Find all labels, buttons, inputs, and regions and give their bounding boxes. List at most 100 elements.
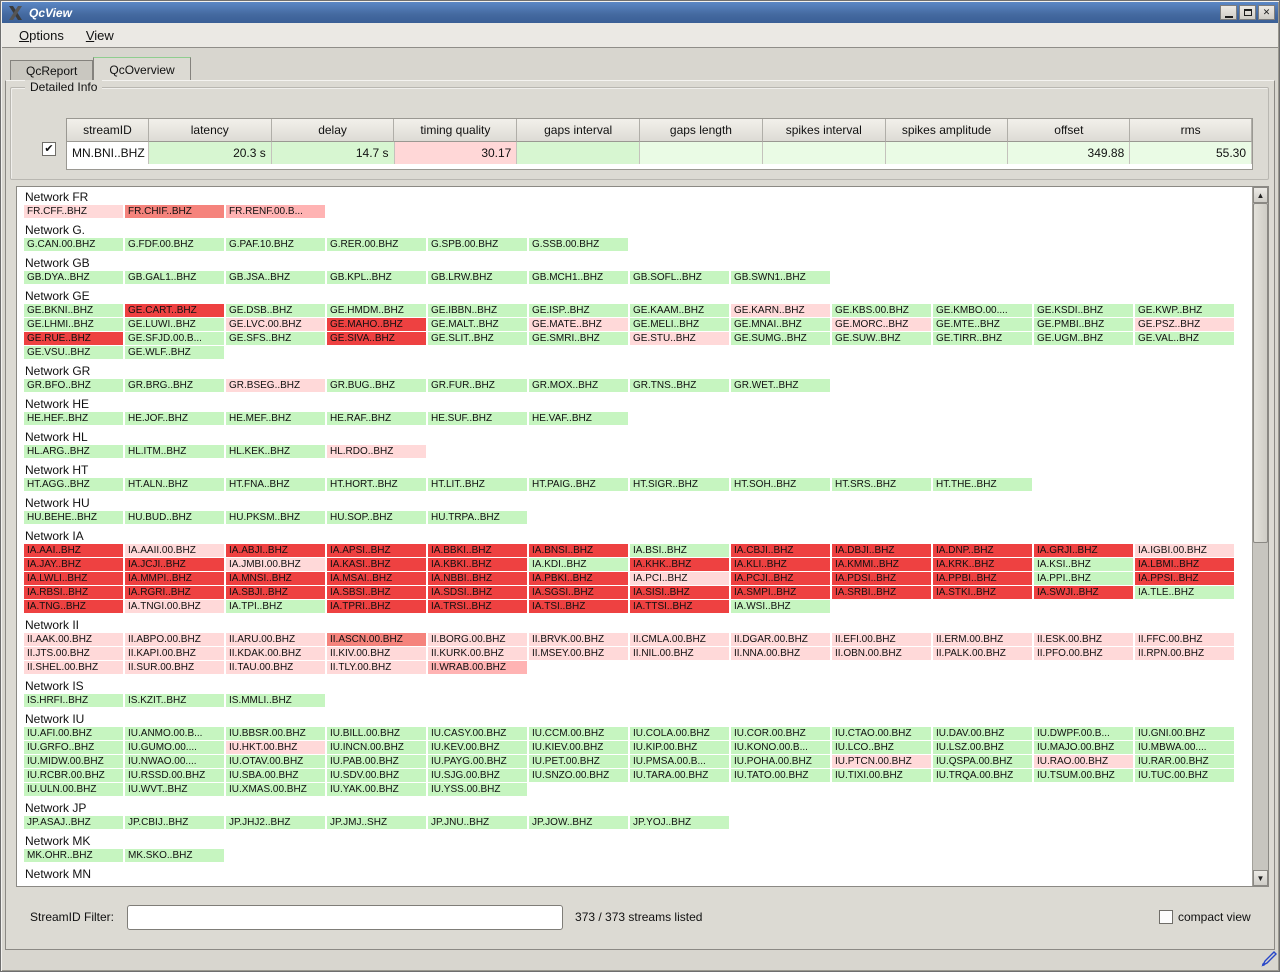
stream-cell[interactable]: IS.KZIT..BHZ <box>125 694 224 707</box>
stream-cell[interactable]: HE.RAF..BHZ <box>327 412 426 425</box>
stream-cell[interactable]: G.CAN.00.BHZ <box>24 238 123 251</box>
stream-cell[interactable]: IU.QSPA.00.BHZ <box>933 755 1032 768</box>
stream-cell[interactable]: GE.CART..BHZ <box>125 304 224 317</box>
stream-cell[interactable]: IA.TTSI..BHZ <box>630 600 729 613</box>
stream-cell[interactable]: IA.MMPI..BHZ <box>125 572 224 585</box>
stream-cell[interactable]: IA.KDI..BHZ <box>529 558 628 571</box>
column-header[interactable]: gaps interval <box>517 119 641 142</box>
close-button[interactable]: ✕ <box>1258 5 1275 20</box>
stream-cell[interactable]: GR.TNS..BHZ <box>630 379 729 392</box>
stream-cell[interactable]: IU.PAYG.00.BHZ <box>428 755 527 768</box>
stream-cell[interactable]: IU.OTAV.00.BHZ <box>226 755 325 768</box>
stream-cell[interactable]: II.MSEY.00.BHZ <box>529 647 628 660</box>
stream-cell[interactable]: II.PFO.00.BHZ <box>1034 647 1133 660</box>
stream-cell[interactable]: IA.AAI..BHZ <box>24 544 123 557</box>
menu-view[interactable]: View <box>85 27 114 43</box>
stream-cell[interactable]: IU.YAK.00.BHZ <box>327 783 426 796</box>
stream-cell[interactable]: GE.MAHO..BHZ <box>327 318 426 331</box>
stream-cell[interactable]: GE.LHMI..BHZ <box>24 318 123 331</box>
scrollbar-thumb[interactable] <box>1253 203 1268 543</box>
stream-cell[interactable]: HT.PAIG..BHZ <box>529 478 628 491</box>
stream-cell[interactable]: GB.JSA..BHZ <box>226 271 325 284</box>
stream-cell[interactable]: HL.ITM..BHZ <box>125 445 224 458</box>
detail-cell[interactable] <box>517 142 641 164</box>
stream-cell[interactable]: GE.ISP..BHZ <box>529 304 628 317</box>
stream-cell[interactable]: GR.WET..BHZ <box>731 379 830 392</box>
column-header[interactable]: latency <box>148 119 272 142</box>
stream-cell[interactable]: IA.KRK..BHZ <box>933 558 1032 571</box>
stream-cell[interactable]: JP.JMJ..SHZ <box>327 816 426 829</box>
compact-view-checkbox[interactable] <box>1159 910 1173 924</box>
stream-cell[interactable]: GE.MNAI..BHZ <box>731 318 830 331</box>
stream-cell[interactable]: IA.SDSI..BHZ <box>428 586 527 599</box>
stream-cell[interactable]: HT.SOH..BHZ <box>731 478 830 491</box>
detail-cell[interactable] <box>885 142 1009 164</box>
stream-cell[interactable]: IA.JMBI.00.BHZ <box>226 558 325 571</box>
stream-cell[interactable]: IU.KEV.00.BHZ <box>428 741 527 754</box>
stream-cell[interactable]: GE.LVC.00.BHZ <box>226 318 325 331</box>
stream-cell[interactable]: IA.GRJI..BHZ <box>1034 544 1133 557</box>
stream-cell[interactable]: IA.BSI..BHZ <box>630 544 729 557</box>
stream-cell[interactable]: II.KAPI.00.BHZ <box>125 647 224 660</box>
stream-cell[interactable]: GE.VAL..BHZ <box>1135 332 1234 345</box>
stream-cell[interactable]: GE.SFJD.00.B... <box>125 332 224 345</box>
stream-cell[interactable]: FR.RENF.00.B... <box>226 205 325 218</box>
stream-cell[interactable]: JP.JNU..BHZ <box>428 816 527 829</box>
stream-cell[interactable]: IU.BILL.00.BHZ <box>327 727 426 740</box>
stream-cell[interactable]: II.KIV.00.BHZ <box>327 647 426 660</box>
stream-cell[interactable]: II.BORG.00.BHZ <box>428 633 527 646</box>
stream-cell[interactable]: JP.JHJ2..BHZ <box>226 816 325 829</box>
stream-cell[interactable]: IU.SJG.00.BHZ <box>428 769 527 782</box>
stream-cell[interactable]: IU.PTCN.00.BHZ <box>832 755 931 768</box>
stream-cell[interactable]: GE.SUMG..BHZ <box>731 332 830 345</box>
stream-cell[interactable]: IA.JCJI..BHZ <box>125 558 224 571</box>
stream-cell[interactable]: IA.AAII.00.BHZ <box>125 544 224 557</box>
stream-cell[interactable]: IU.POHA.00.BHZ <box>731 755 830 768</box>
stream-cell[interactable]: FR.CHIF..BHZ <box>125 205 224 218</box>
stream-cell[interactable]: IA.TNG..BHZ <box>24 600 123 613</box>
stream-cell[interactable]: IA.KLI..BHZ <box>731 558 830 571</box>
stream-cell[interactable]: IU.WVT..BHZ <box>125 783 224 796</box>
streamid-filter-input[interactable] <box>127 904 564 930</box>
stream-cell[interactable]: IA.PPBI..BHZ <box>933 572 1032 585</box>
detail-cell[interactable]: MN.BNI..BHZ <box>67 142 149 164</box>
stream-cell[interactable]: IA.PDSI..BHZ <box>832 572 931 585</box>
detail-cell[interactable]: 30.17 <box>394 142 518 164</box>
scroll-down-button[interactable]: ▼ <box>1253 870 1268 886</box>
stream-cell[interactable]: IU.GUMO.00.... <box>125 741 224 754</box>
stream-cell[interactable]: IA.MSAI..BHZ <box>327 572 426 585</box>
stream-cell[interactable]: IU.TARA.00.BHZ <box>630 769 729 782</box>
stream-cell[interactable]: HU.PKSM..BHZ <box>226 511 325 524</box>
stream-cell[interactable]: MK.OHR..BHZ <box>24 849 123 862</box>
stream-cell[interactable]: IA.KMMI..BHZ <box>832 558 931 571</box>
stream-cell[interactable]: GE.MTE..BHZ <box>933 318 1032 331</box>
stream-cell[interactable]: GE.STU..BHZ <box>630 332 729 345</box>
stream-cell[interactable]: IA.SBSI..BHZ <box>327 586 426 599</box>
stream-cell[interactable]: GE.HMDM..BHZ <box>327 304 426 317</box>
stream-cell[interactable]: HT.FNA..BHZ <box>226 478 325 491</box>
stream-cell[interactable]: GE.VSU..BHZ <box>24 346 123 359</box>
stream-cell[interactable]: HE.SUF..BHZ <box>428 412 527 425</box>
stream-cell[interactable]: II.ABPO.00.BHZ <box>125 633 224 646</box>
stream-cell[interactable]: G.PAF.10.BHZ <box>226 238 325 251</box>
stream-cell[interactable]: GR.BSEG..BHZ <box>226 379 325 392</box>
stream-cell[interactable]: II.TLY.00.BHZ <box>327 661 426 674</box>
stream-cell[interactable]: IA.TLE..BHZ <box>1135 586 1234 599</box>
stream-cell[interactable]: IA.TPI..BHZ <box>226 600 325 613</box>
stream-cell[interactable]: GE.KMBO.00.... <box>933 304 1032 317</box>
column-header[interactable]: timing quality <box>394 119 518 142</box>
stream-cell[interactable]: IA.IGBI.00.BHZ <box>1135 544 1234 557</box>
stream-cell[interactable]: G.SSB.00.BHZ <box>529 238 628 251</box>
stream-cell[interactable]: HE.JOF..BHZ <box>125 412 224 425</box>
stream-cell[interactable]: IU.GRFO..BHZ <box>24 741 123 754</box>
stream-cell[interactable]: IU.COLA.00.BHZ <box>630 727 729 740</box>
stream-cell[interactable]: IA.SGSI..BHZ <box>529 586 628 599</box>
column-header[interactable]: offset <box>1008 119 1131 142</box>
vertical-scrollbar[interactable]: ▲ ▼ <box>1252 187 1268 886</box>
stream-cell[interactable]: IU.HKT.00.BHZ <box>226 741 325 754</box>
stream-cell[interactable]: GE.TIRR..BHZ <box>933 332 1032 345</box>
stream-cell[interactable]: II.TAU.00.BHZ <box>226 661 325 674</box>
stream-cell[interactable]: GE.PSZ..BHZ <box>1135 318 1234 331</box>
stream-cell[interactable]: IA.RBSI..BHZ <box>24 586 123 599</box>
detail-cell[interactable] <box>762 142 886 164</box>
